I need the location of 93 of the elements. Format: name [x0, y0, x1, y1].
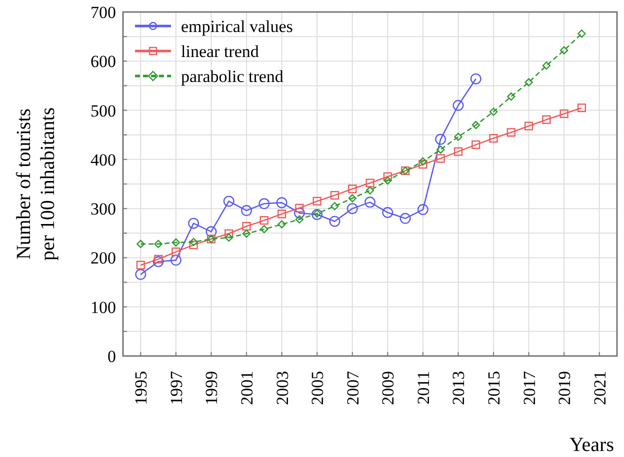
point: [489, 108, 498, 116]
point: [418, 160, 428, 169]
point: [312, 196, 322, 206]
point: [152, 256, 164, 268]
point: [277, 210, 286, 218]
point: [258, 198, 270, 210]
y-tick-label: 400: [90, 150, 116, 170]
point: [435, 134, 446, 145]
y-axis-title: Number of tourists per 100 inhabitants: [13, 107, 59, 261]
point: [278, 220, 286, 228]
point: [366, 178, 374, 188]
y-tick-label: 700: [90, 3, 116, 22]
point: [542, 115, 551, 124]
point: [295, 204, 304, 212]
y-tick-label: 0: [108, 347, 116, 366]
point: [189, 238, 198, 246]
point: [242, 230, 251, 238]
point: [383, 172, 392, 181]
point: [436, 146, 445, 154]
point: [172, 248, 180, 256]
point: [242, 222, 251, 231]
x-tick-label: 1995: [132, 371, 151, 405]
point: [276, 197, 288, 208]
point: [524, 122, 534, 130]
y-tick-label: 200: [90, 248, 116, 268]
point: [329, 216, 340, 227]
point: [364, 196, 376, 208]
point: [577, 104, 586, 112]
x-tick-label: 2021: [590, 371, 610, 405]
x-tick-label: 2001: [238, 371, 256, 405]
point: [348, 184, 357, 194]
point: [260, 216, 268, 225]
point: [560, 109, 568, 118]
point: [507, 92, 516, 101]
x-axis-title: Years: [569, 434, 614, 456]
point: [135, 268, 146, 280]
point: [223, 196, 234, 207]
point: [472, 120, 480, 130]
point: [524, 78, 533, 86]
point: [154, 240, 162, 248]
legend-label: linear trend: [181, 42, 260, 61]
point: [170, 254, 182, 266]
point: [172, 238, 180, 247]
legend-label: parabolic trend: [181, 67, 284, 86]
point: [154, 254, 163, 264]
x-tick-label: 2017: [520, 370, 539, 405]
point: [224, 233, 233, 242]
point: [470, 73, 482, 84]
point: [330, 202, 339, 210]
x-tick-label: 2007: [343, 370, 362, 405]
point: [472, 140, 480, 149]
point: [241, 205, 252, 216]
x-tick-label: 2009: [378, 371, 398, 405]
point: [400, 212, 411, 224]
point: [260, 225, 268, 234]
legend-label: empirical values: [181, 17, 293, 36]
point: [224, 229, 234, 238]
point: [418, 157, 428, 166]
point: [348, 194, 356, 202]
point: [542, 61, 551, 70]
point: [506, 128, 516, 137]
y-tick-label: 100: [90, 298, 116, 317]
x-tick-label: 2005: [308, 371, 328, 405]
point: [436, 154, 445, 163]
point: [136, 240, 145, 248]
y-tick-label: 300: [90, 200, 116, 219]
x-tick-label: 1999: [202, 371, 222, 405]
point: [382, 207, 394, 218]
point: [206, 226, 217, 238]
x-tick-label: 2013: [449, 371, 468, 405]
point: [330, 191, 340, 200]
point: [366, 186, 374, 194]
y-tick-label: 500: [90, 101, 116, 120]
x-tick-label: 2003: [272, 371, 292, 405]
x-tick-label: 2019: [555, 371, 574, 405]
point: [452, 100, 464, 111]
point: [384, 176, 392, 185]
point: [294, 207, 305, 218]
point: [295, 215, 304, 224]
point: [489, 134, 498, 143]
x-tick-label: 2015: [484, 371, 504, 405]
x-tick-label: 1997: [166, 370, 186, 405]
point: [188, 218, 200, 229]
point: [417, 204, 428, 216]
point: [578, 30, 586, 38]
point: [560, 46, 568, 54]
point: [454, 147, 463, 156]
point: [136, 260, 145, 270]
x-tick-label: 2011: [414, 371, 433, 404]
point: [454, 132, 462, 141]
point: [189, 240, 198, 250]
point: [346, 203, 358, 214]
y-tick-label: 600: [90, 52, 116, 72]
